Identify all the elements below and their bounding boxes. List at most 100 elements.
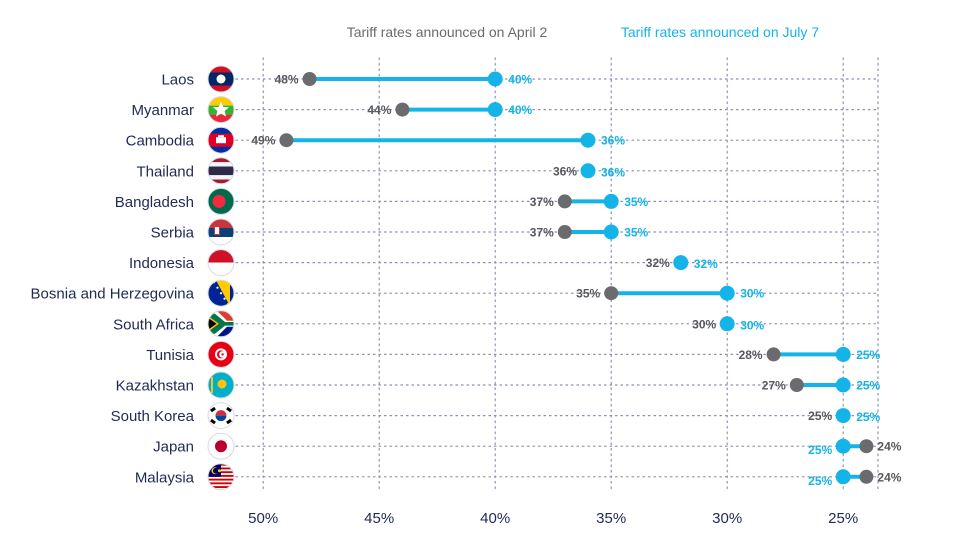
dot-july bbox=[835, 408, 851, 424]
dot-july bbox=[487, 71, 503, 87]
row-serbia: Serbia 37% 35% bbox=[151, 218, 649, 246]
value-label-april: 35% bbox=[576, 287, 600, 301]
row-malaysia: Malaysia 24% 25% bbox=[135, 463, 902, 491]
country-label: Malaysia bbox=[135, 469, 195, 486]
row-bosnia-and-herzegovina: Bosnia and Herzegovina 35% 30% bbox=[31, 279, 765, 307]
dot-july bbox=[719, 316, 735, 332]
dot-april bbox=[859, 439, 874, 454]
value-label-july: 40% bbox=[508, 73, 532, 87]
dot-july bbox=[835, 346, 851, 362]
value-label-july: 35% bbox=[624, 195, 648, 209]
south-africa-flag-icon bbox=[207, 310, 235, 338]
value-label-july: 25% bbox=[856, 410, 880, 424]
x-axis: 50% 45% 40% 35% 30% 25% bbox=[248, 510, 858, 527]
row-thailand: Thailand 36% 36% bbox=[136, 157, 625, 185]
dot-july bbox=[719, 285, 735, 301]
dot-july bbox=[603, 193, 619, 209]
value-label-july: 36% bbox=[601, 165, 625, 179]
dot-july bbox=[487, 102, 503, 118]
dot-april bbox=[279, 133, 294, 148]
value-label-july: 40% bbox=[508, 103, 532, 117]
value-label-july: 25% bbox=[856, 348, 880, 362]
grid bbox=[235, 57, 879, 493]
japan-flag-icon bbox=[207, 432, 235, 460]
myanmar-flag-icon bbox=[207, 96, 235, 124]
row-tunisia: Tunisia 28% 25% bbox=[146, 340, 881, 368]
row-indonesia: Indonesia 32% 32% bbox=[129, 249, 718, 277]
thailand-flag-icon bbox=[207, 157, 235, 185]
value-label-april: 36% bbox=[553, 164, 577, 178]
country-label: Bangladesh bbox=[115, 194, 194, 211]
malaysia-flag-icon bbox=[207, 463, 235, 491]
value-label-july: 30% bbox=[740, 318, 764, 332]
value-label-april: 24% bbox=[877, 470, 901, 484]
x-tick-label: 45% bbox=[364, 510, 394, 527]
value-label-april: 48% bbox=[275, 73, 299, 87]
country-label: Indonesia bbox=[129, 255, 195, 272]
value-label-april: 49% bbox=[251, 134, 275, 148]
dot-april bbox=[557, 225, 572, 239]
south-korea-flag-icon bbox=[207, 402, 235, 430]
x-tick-label: 40% bbox=[480, 510, 510, 527]
row-cambodia: Cambodia 49% 36% bbox=[126, 126, 625, 154]
value-label-april: 27% bbox=[762, 379, 786, 393]
dot-april bbox=[557, 194, 572, 209]
row-japan: Japan 24% 25% bbox=[153, 432, 902, 460]
row-laos: Laos 48% 40% bbox=[161, 65, 533, 93]
row-bangladesh: Bangladesh 37% 35% bbox=[115, 187, 649, 215]
country-label: Laos bbox=[161, 72, 194, 89]
dot-july bbox=[580, 163, 596, 179]
dot-april bbox=[766, 347, 781, 362]
dot-july bbox=[835, 438, 851, 454]
row-myanmar: Myanmar 44% 40% bbox=[131, 96, 533, 124]
x-tick-label: 35% bbox=[596, 510, 626, 527]
dot-july bbox=[673, 255, 689, 271]
value-label-july: 36% bbox=[601, 134, 625, 148]
dot-april bbox=[859, 469, 874, 484]
country-label: Thailand bbox=[136, 163, 194, 180]
serbia-flag-icon bbox=[207, 218, 235, 246]
dot-april bbox=[302, 72, 317, 86]
row-south-africa: South Africa 30% 30% bbox=[113, 310, 765, 338]
dot-july bbox=[835, 377, 851, 393]
laos-flag-icon bbox=[207, 65, 235, 93]
value-label-april: 32% bbox=[646, 256, 670, 270]
value-label-april: 25% bbox=[808, 409, 832, 423]
value-label-april: 37% bbox=[530, 226, 554, 240]
value-label-july: 32% bbox=[694, 257, 718, 271]
legend-april: Tariff rates announced on April 2 bbox=[347, 24, 548, 40]
row-south-korea: South Korea 25% 25% bbox=[111, 402, 881, 430]
value-label-april: 44% bbox=[367, 103, 391, 117]
value-label-april: 28% bbox=[739, 348, 763, 362]
country-label: South Korea bbox=[111, 408, 195, 425]
country-label: Myanmar bbox=[131, 102, 194, 119]
value-label-april: 37% bbox=[530, 195, 554, 209]
country-label: Tunisia bbox=[146, 347, 194, 364]
value-label-july: 25% bbox=[808, 474, 832, 488]
dot-july bbox=[580, 132, 596, 148]
dot-april bbox=[395, 102, 410, 117]
x-tick-label: 50% bbox=[248, 510, 278, 527]
tunisia-flag-icon bbox=[207, 340, 235, 368]
country-label: Serbia bbox=[151, 225, 195, 242]
value-label-july: 25% bbox=[856, 379, 880, 393]
dot-april bbox=[604, 286, 619, 301]
bangladesh-flag-icon bbox=[207, 187, 235, 215]
country-label: Kazakhstan bbox=[116, 378, 194, 395]
dot-july bbox=[603, 224, 619, 240]
country-label: Japan bbox=[153, 439, 194, 456]
legend-july: Tariff rates announced on July 7 bbox=[621, 24, 819, 40]
x-tick-label: 30% bbox=[712, 510, 742, 527]
cambodia-flag-icon bbox=[207, 126, 235, 154]
value-label-april: 24% bbox=[877, 440, 901, 454]
dot-april bbox=[789, 378, 804, 392]
value-label-july: 25% bbox=[808, 443, 832, 457]
country-label: Bosnia and Herzegovina bbox=[31, 286, 195, 303]
row-kazakhstan: Kazakhstan 27% 25% bbox=[116, 371, 881, 399]
indonesia-flag-icon bbox=[207, 249, 235, 277]
value-label-april: 30% bbox=[692, 317, 716, 331]
dot-july bbox=[835, 469, 851, 485]
rows: Laos 48% 40%Myanmar 44% 40%Cambodia 49% 36%Tha… bbox=[31, 65, 902, 491]
value-label-july: 30% bbox=[740, 287, 764, 301]
country-label: Cambodia bbox=[126, 133, 195, 150]
